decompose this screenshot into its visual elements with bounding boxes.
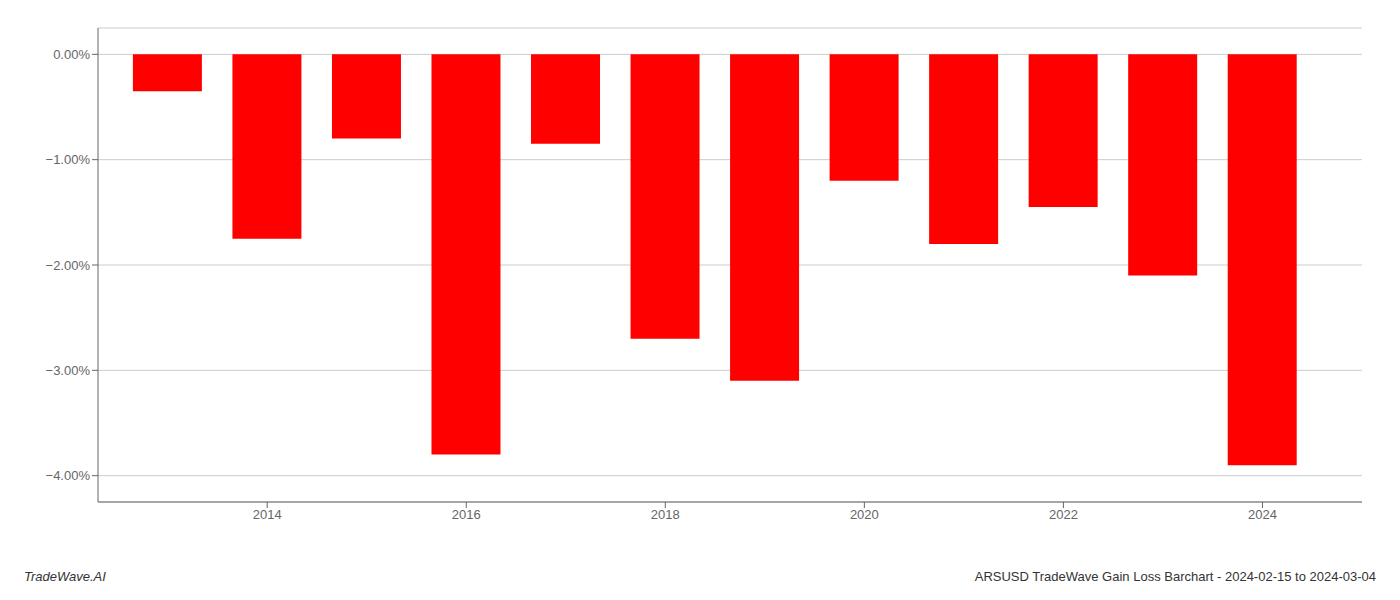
svg-text:−4.00%: −4.00% xyxy=(46,468,91,483)
svg-text:2022: 2022 xyxy=(1049,507,1078,522)
svg-text:−1.00%: −1.00% xyxy=(46,152,91,167)
svg-text:0.00%: 0.00% xyxy=(53,47,90,62)
svg-text:−2.00%: −2.00% xyxy=(46,258,91,273)
svg-text:−3.00%: −3.00% xyxy=(46,363,91,378)
svg-text:2020: 2020 xyxy=(850,507,879,522)
html-text:TradeWave.AI: TradeWave.AI xyxy=(24,569,106,584)
svg-text:2018: 2018 xyxy=(651,507,680,522)
html-text:ARSUSD TradeWave Gain Loss Bar: ARSUSD TradeWave Gain Loss Barchart - 20… xyxy=(974,569,1376,584)
svg-text:2014: 2014 xyxy=(253,507,282,522)
svg-text:2016: 2016 xyxy=(452,507,481,522)
svg-text:2024: 2024 xyxy=(1248,507,1277,522)
